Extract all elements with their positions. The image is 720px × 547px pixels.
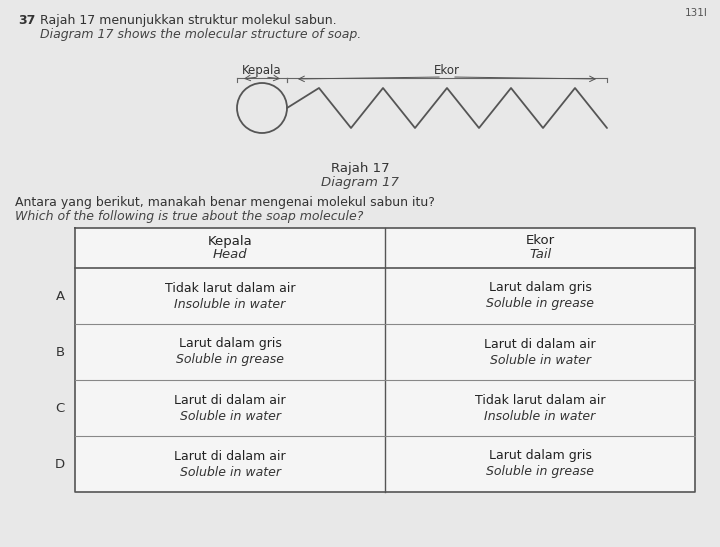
Text: Ekor: Ekor bbox=[526, 235, 554, 247]
Text: Soluble in grease: Soluble in grease bbox=[486, 465, 594, 479]
Text: C: C bbox=[55, 401, 65, 415]
Text: Diagram 17 shows the molecular structure of soap.: Diagram 17 shows the molecular structure… bbox=[40, 28, 361, 41]
Text: B: B bbox=[55, 346, 65, 358]
Text: Head: Head bbox=[212, 248, 247, 261]
Bar bbox=[75, 228, 695, 492]
Text: Soluble in water: Soluble in water bbox=[490, 353, 590, 366]
Text: Larut di dalam air: Larut di dalam air bbox=[484, 337, 596, 351]
Text: Insoluble in water: Insoluble in water bbox=[485, 410, 595, 422]
Text: Rajah 17: Rajah 17 bbox=[330, 162, 390, 175]
Text: Kepala: Kepala bbox=[207, 235, 253, 247]
Text: Ekor: Ekor bbox=[434, 64, 460, 77]
Text: Larut dalam gris: Larut dalam gris bbox=[179, 337, 282, 351]
Text: Rajah 17 menunjukkan struktur molekul sabun.: Rajah 17 menunjukkan struktur molekul sa… bbox=[40, 14, 337, 27]
Text: Insoluble in water: Insoluble in water bbox=[174, 298, 286, 311]
Text: D: D bbox=[55, 457, 65, 470]
Text: 37: 37 bbox=[18, 14, 35, 27]
Text: Soluble in water: Soluble in water bbox=[179, 465, 281, 479]
Text: Kepala: Kepala bbox=[242, 64, 282, 77]
Text: 131l: 131l bbox=[685, 8, 708, 18]
Text: Larut dalam gris: Larut dalam gris bbox=[489, 282, 591, 294]
Text: Which of the following is true about the soap molecule?: Which of the following is true about the… bbox=[15, 210, 364, 223]
Text: Soluble in grease: Soluble in grease bbox=[176, 353, 284, 366]
Text: Tidak larut dalam air: Tidak larut dalam air bbox=[165, 282, 295, 294]
Text: Tail: Tail bbox=[529, 248, 551, 261]
Text: Diagram 17: Diagram 17 bbox=[321, 176, 399, 189]
Text: Soluble in water: Soluble in water bbox=[179, 410, 281, 422]
Text: A: A bbox=[55, 289, 65, 302]
Text: Larut di dalam air: Larut di dalam air bbox=[174, 393, 286, 406]
Text: Soluble in grease: Soluble in grease bbox=[486, 298, 594, 311]
Text: Larut di dalam air: Larut di dalam air bbox=[174, 450, 286, 463]
Text: Tidak larut dalam air: Tidak larut dalam air bbox=[474, 393, 606, 406]
Text: Larut dalam gris: Larut dalam gris bbox=[489, 450, 591, 463]
Text: Antara yang berikut, manakah benar mengenai molekul sabun itu?: Antara yang berikut, manakah benar menge… bbox=[15, 196, 435, 209]
